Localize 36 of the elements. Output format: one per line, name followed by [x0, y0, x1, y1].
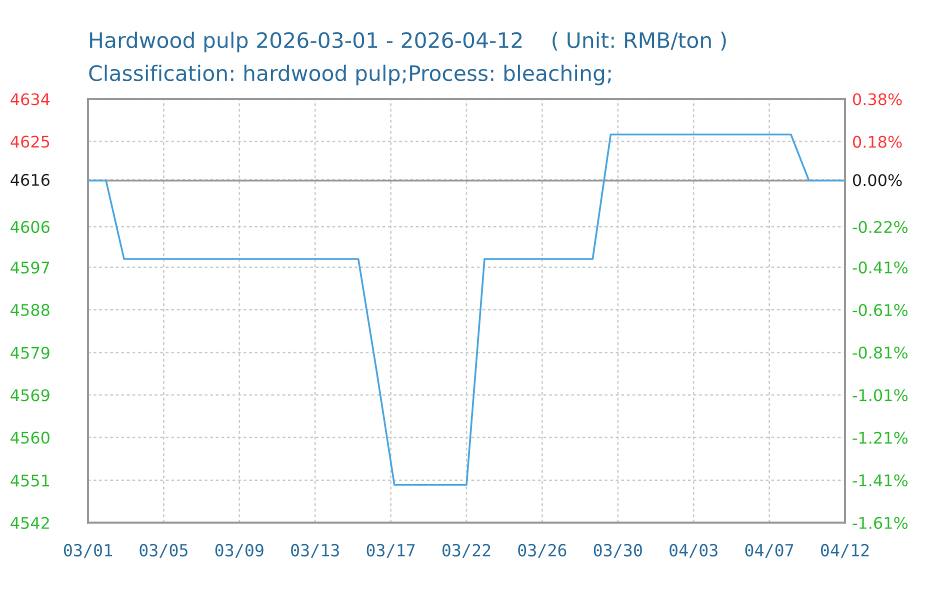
y2-tick-label: -0.61%	[852, 304, 908, 316]
x-tick-label: 03/05	[140, 544, 188, 558]
y2-tick-label: -1.01%	[852, 389, 908, 402]
y-tick-label: 4597	[10, 261, 50, 274]
y-tick-label: 4569	[10, 389, 50, 402]
y-tick-label: 4542	[10, 516, 49, 529]
x-tick-label: 04/03	[670, 544, 718, 558]
y-tick-label: 4606	[10, 220, 50, 234]
y-tick-label: 4588	[10, 304, 50, 316]
x-tick-label: 03/22	[442, 544, 490, 558]
x-tick-label: 03/17	[366, 544, 415, 558]
y-tick-label: 4616	[10, 174, 50, 186]
y2-tick-label: -0.81%	[852, 346, 908, 359]
y-tick-label: 4551	[10, 474, 50, 487]
line-series	[88, 134, 845, 486]
y-tick-label: 4634	[10, 93, 50, 106]
chart-title: Hardwood pulp 2026-03-01 - 2026-04-12 ( Unit: RMB/ton )	[90, 32, 726, 52]
x-tick-label: 03/26	[518, 544, 566, 558]
y-tick-label: 4625	[10, 136, 50, 148]
x-tick-label: 03/09	[215, 544, 264, 558]
y2-tick-label: -0.41%	[852, 261, 908, 274]
y2-tick-label: 0.38%	[853, 93, 902, 106]
y2-tick-label: 0.18%	[853, 136, 902, 148]
x-tick-label: 03/30	[594, 544, 642, 558]
y2-tick-label: 0.00%	[853, 174, 902, 186]
x-tick-label: 04/12	[821, 544, 869, 558]
y2-tick-label: -1.61%	[852, 516, 908, 529]
y-tick-label: 4560	[10, 432, 50, 444]
y-tick-label: 4579	[10, 346, 50, 359]
x-tick-label: 03/01	[64, 544, 112, 558]
y2-tick-label: -0.22%	[852, 220, 908, 234]
x-tick-label: 04/07	[745, 544, 794, 558]
chart-subtitle: Classification: hardwood pulp;Process: bleaching;	[89, 64, 611, 86]
y2-tick-label: -1.21%	[852, 432, 908, 444]
y2-tick-label: -1.41%	[852, 474, 908, 486]
x-tick-label: 03/13	[291, 544, 339, 558]
